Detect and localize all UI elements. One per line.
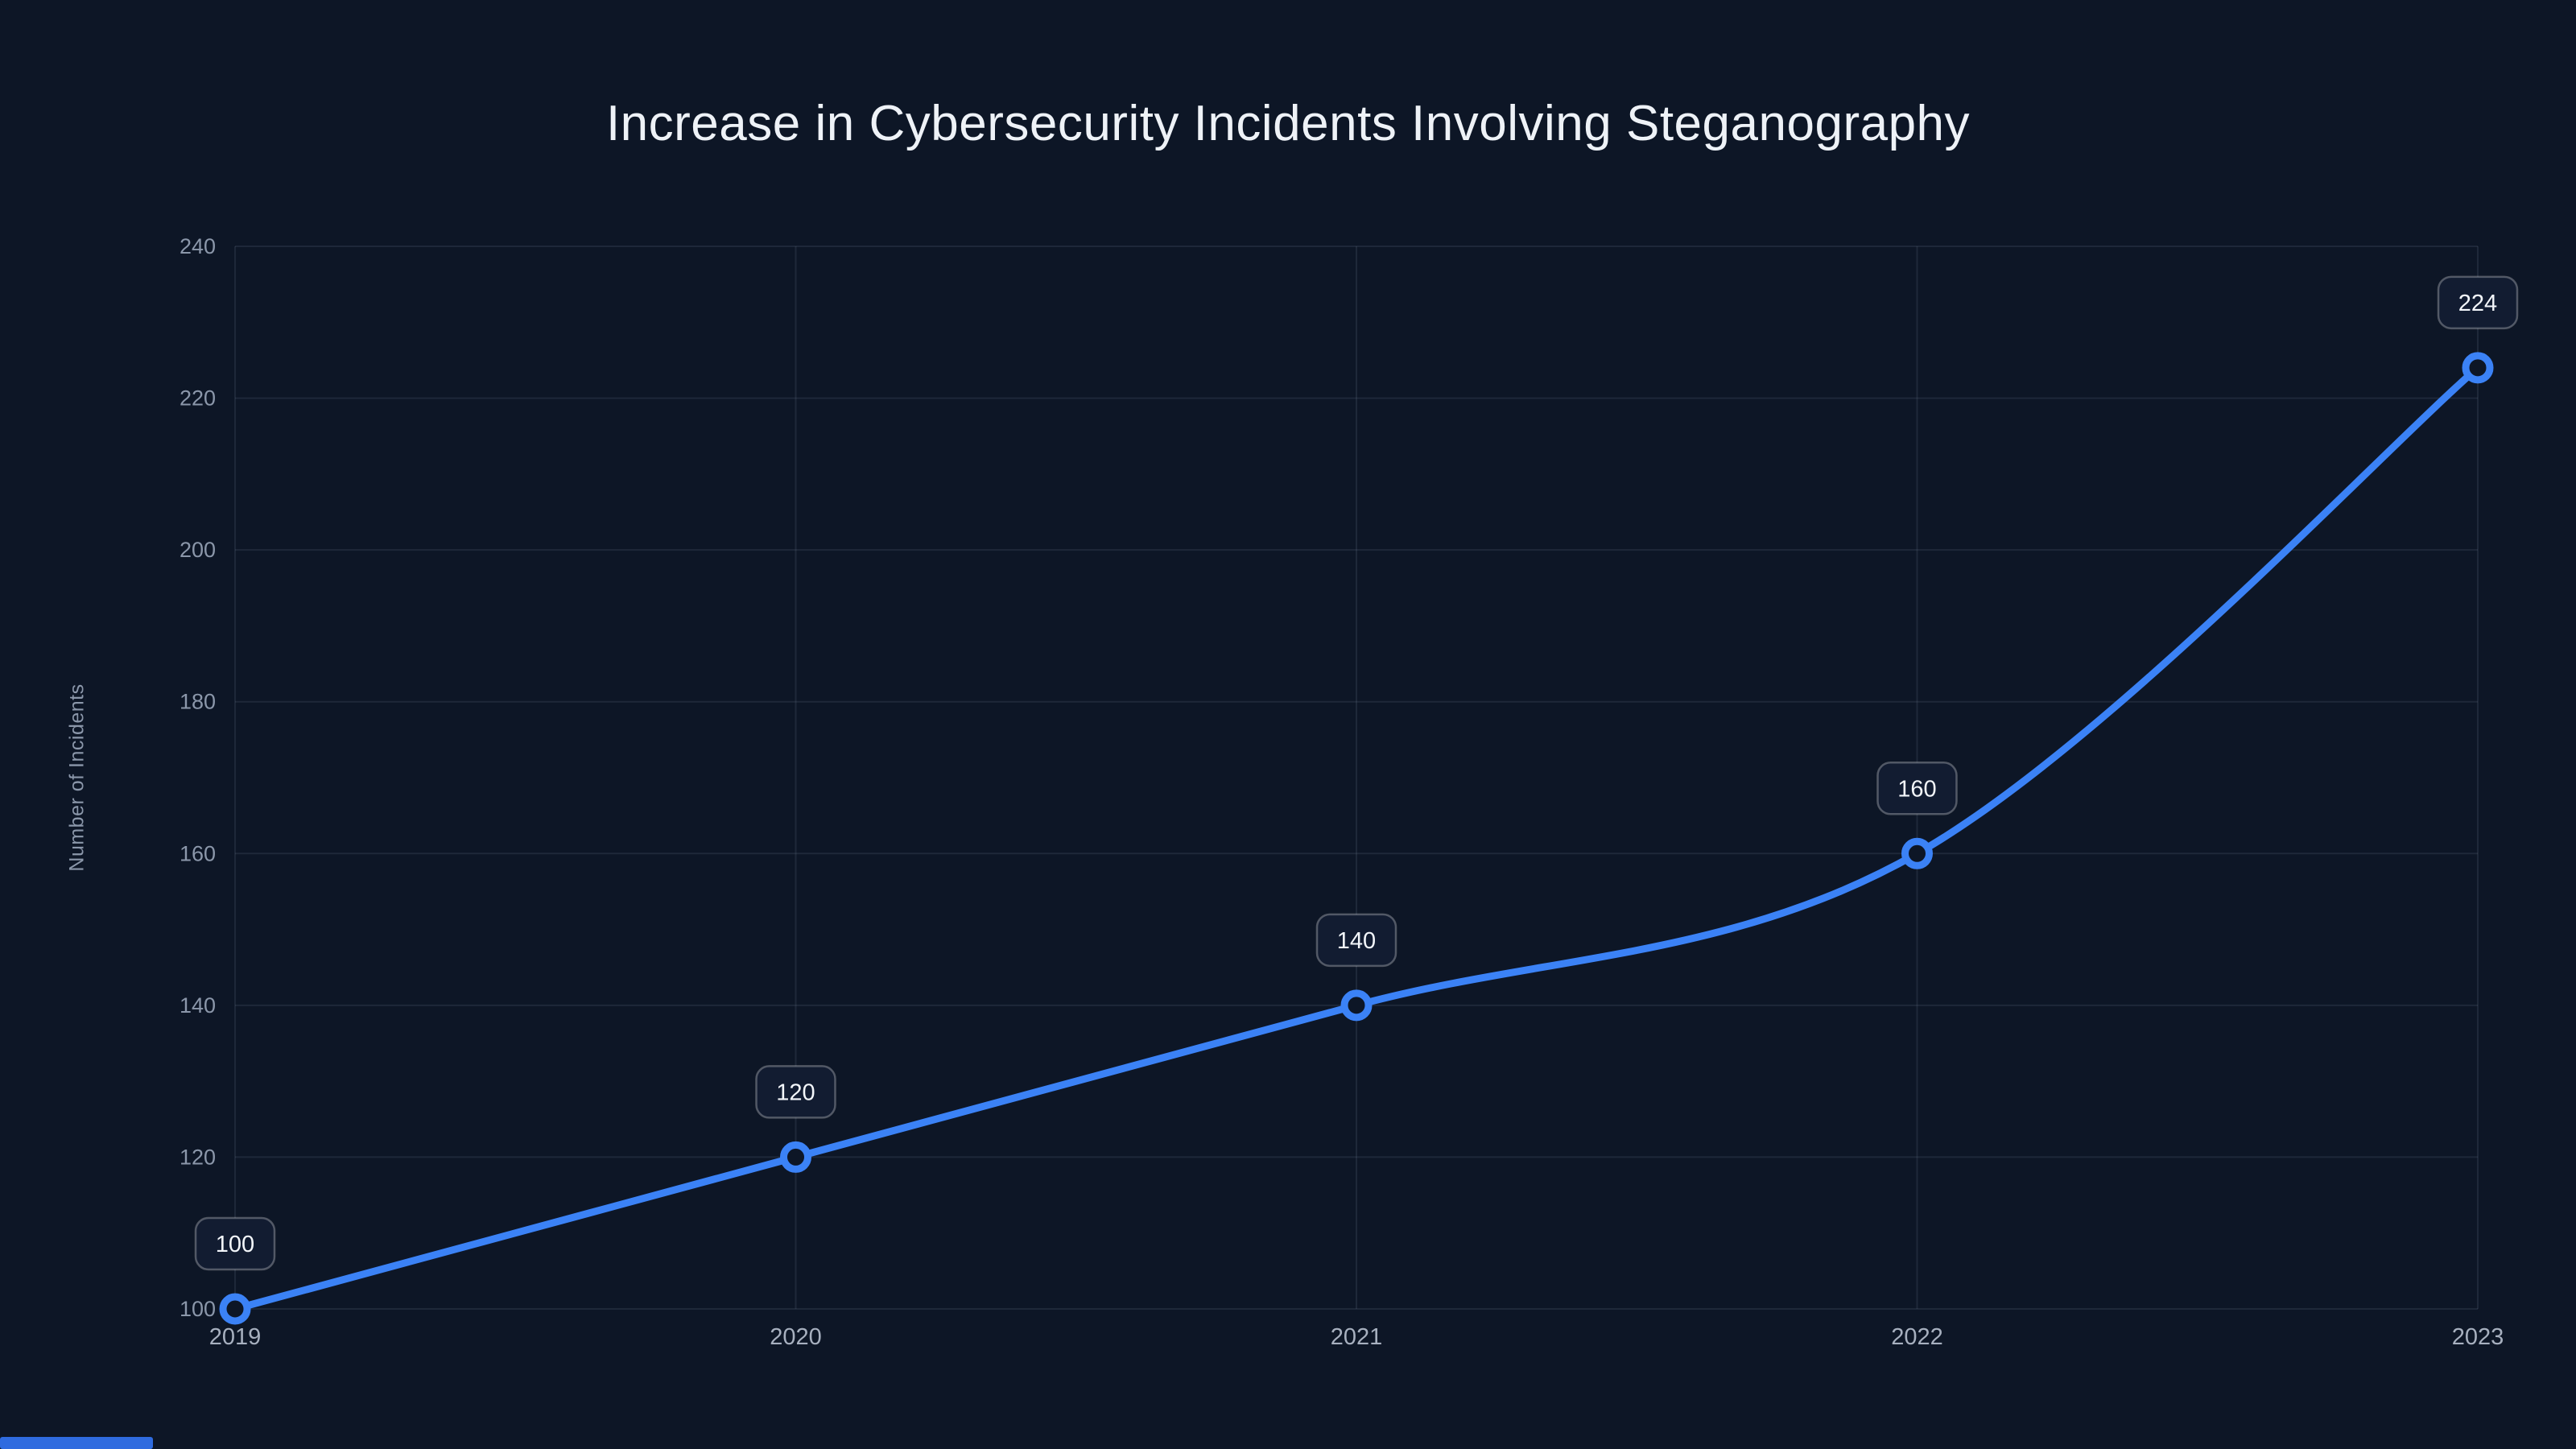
y-tick-label: 240 [180,234,216,258]
point-label-box [2437,275,2519,330]
y-tick-label: 120 [180,1145,216,1169]
point-label-text: 140 [1337,928,1376,954]
y-tick-label: 220 [180,386,216,411]
data-point-marker[interactable] [2462,352,2494,384]
y-tick-label: 160 [180,841,216,865]
x-tick-label: 2021 [1331,1324,1383,1350]
point-label-box [1876,762,1958,815]
y-tick-label: 140 [180,993,216,1018]
series-line [231,364,2482,1313]
data-point-marker[interactable] [1901,837,1933,869]
chart-title: Increase in Cybersecurity Incidents Invo… [605,96,1971,151]
point-label-text: 100 [216,1232,254,1257]
x-tick-label: 2023 [2452,1324,2504,1350]
x-tick-label: 2022 [1891,1324,1943,1350]
data-point-marker[interactable] [1340,989,1373,1022]
x-tick-label: 2019 [209,1324,262,1350]
point-label-box [755,1065,836,1119]
footer-accent-bar [0,1437,153,1449]
data-point-marker[interactable] [780,1141,811,1173]
point-label-box [1315,913,1397,968]
point-label-text: 224 [2458,291,2497,316]
point-label-box [194,1216,276,1271]
point-label-text: 160 [1897,776,1936,802]
data-point-marker[interactable] [219,1293,251,1325]
y-tick-label: 200 [180,538,216,562]
point-label-text: 120 [776,1080,815,1105]
x-tick-label: 2020 [770,1324,822,1350]
y-tick-label: 100 [180,1297,216,1321]
y-tick-label: 180 [180,690,216,714]
